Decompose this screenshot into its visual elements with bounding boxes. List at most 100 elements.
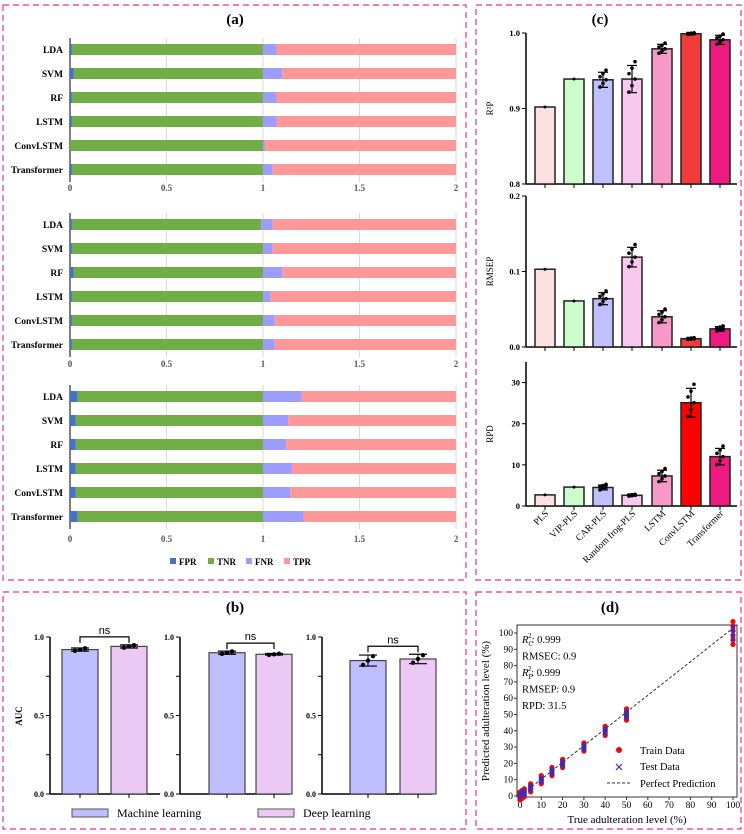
bar-segment-tpr	[282, 267, 456, 278]
bar-segment-tnr	[71, 92, 264, 103]
data-point	[689, 389, 693, 394]
bar-segment-fpr	[70, 391, 78, 402]
x-tick-label: 20	[558, 801, 568, 811]
data-point	[365, 658, 371, 663]
bar-segment-fnr	[263, 415, 289, 426]
bar-car-pls	[592, 79, 614, 185]
category-label: LDA	[43, 221, 63, 231]
legend-swatch-tpr	[284, 558, 290, 564]
x-axis-label: True adulteration level (%)	[567, 814, 686, 826]
y-tick-label: 30	[512, 378, 521, 388]
significance-label: ns	[387, 634, 399, 646]
data-point	[715, 326, 719, 330]
x-tick-label: 0.5	[161, 534, 173, 544]
data-point	[627, 90, 631, 94]
data-point	[660, 476, 664, 481]
bar-segment-fnr	[263, 68, 283, 79]
metric-text: RP2: 0.999	[521, 665, 560, 681]
bar-segment-fnr	[263, 92, 277, 103]
bar-segment-tpr	[276, 44, 456, 55]
x-tick-label: 0.5	[161, 359, 173, 369]
x-tick-label: 80	[686, 801, 696, 811]
data-point	[721, 444, 725, 448]
category-label: RF	[50, 441, 63, 451]
data-point	[663, 47, 667, 51]
test-point	[528, 783, 534, 788]
x-tick-label: 1.5	[354, 534, 366, 544]
y-tick-label: 0.5	[306, 712, 316, 721]
x-tick-label: PLS	[532, 509, 551, 528]
category-label: LDA	[43, 393, 63, 403]
bar-segment-tnr	[77, 391, 263, 402]
data-point	[692, 335, 696, 340]
data-point	[663, 315, 667, 319]
bar-segment-fnr	[263, 291, 271, 302]
test-point	[549, 768, 555, 773]
test-point	[521, 788, 527, 793]
data-point	[601, 81, 605, 86]
metric-text: RMSEP: 0.9	[522, 685, 575, 696]
y-tick-label: 0.0	[164, 790, 174, 799]
category-label: ConvLSTM	[14, 317, 63, 327]
significance-label: ns	[245, 631, 257, 643]
y-tick-label: 90	[504, 645, 514, 655]
data-point	[224, 650, 230, 655]
y-tick-label: 0.8	[509, 179, 520, 189]
x-tick-label: 0	[68, 359, 73, 369]
bar-segment-tnr	[75, 439, 263, 450]
y-tick-label: 60	[504, 694, 514, 704]
x-tick-label: 0	[68, 534, 73, 544]
bar-segment-fnr	[263, 44, 277, 55]
bar-segment-fpr	[70, 291, 72, 302]
category-label: LSTM	[36, 293, 63, 303]
x-tick-label: 90	[707, 801, 717, 811]
bar-segment-fpr	[70, 44, 72, 55]
test-point	[624, 708, 629, 714]
bar-segment-fnr	[263, 463, 292, 474]
bar-segment-tnr	[75, 415, 263, 426]
bar-segment-tnr	[75, 487, 263, 498]
bar-pls	[534, 106, 556, 185]
metric-text: RC2: 0.999	[521, 632, 561, 648]
panel-c-border	[475, 4, 742, 581]
y-tick-label: 100	[499, 629, 514, 639]
test-point	[538, 776, 544, 782]
data-point	[572, 77, 576, 81]
data-point	[657, 479, 661, 484]
data-point	[598, 74, 602, 79]
data-point	[543, 105, 547, 109]
bar-segment-fpr	[70, 267, 74, 278]
data-point	[633, 59, 637, 64]
x-tick-label: 0	[518, 801, 523, 811]
data-point	[572, 485, 576, 489]
data-point	[601, 483, 605, 488]
data-point	[660, 43, 664, 48]
data-point	[601, 292, 605, 296]
category-label: RF	[50, 269, 63, 279]
bar-segment-fpr	[70, 92, 72, 103]
bar-machine-learning	[208, 652, 246, 795]
bar-segment-fnr	[263, 243, 273, 254]
bar-segment-fnr	[263, 140, 265, 151]
significance-label: ns	[99, 625, 111, 637]
significance-bracket	[79, 636, 130, 643]
y-tick-label: 0.0	[34, 790, 44, 799]
y-tick-label: 0.2	[509, 191, 520, 201]
bar-segment-fnr	[263, 267, 283, 278]
legend-label: Train Data	[640, 746, 685, 757]
y-tick-label: 0	[516, 501, 520, 511]
data-point	[718, 328, 722, 332]
test-point	[602, 725, 608, 731]
data-point	[604, 296, 608, 301]
data-point	[721, 324, 725, 328]
data-point	[718, 40, 722, 44]
data-point	[715, 36, 719, 40]
data-point	[415, 656, 421, 662]
x-tick-label: 2	[454, 359, 459, 369]
bar-segment-tpr	[272, 219, 456, 230]
data-point	[410, 660, 416, 665]
bar-segment-tpr	[276, 116, 456, 127]
bar-segment-fnr	[263, 315, 275, 326]
bar-segment-fpr	[70, 487, 76, 498]
data-point	[686, 31, 690, 36]
